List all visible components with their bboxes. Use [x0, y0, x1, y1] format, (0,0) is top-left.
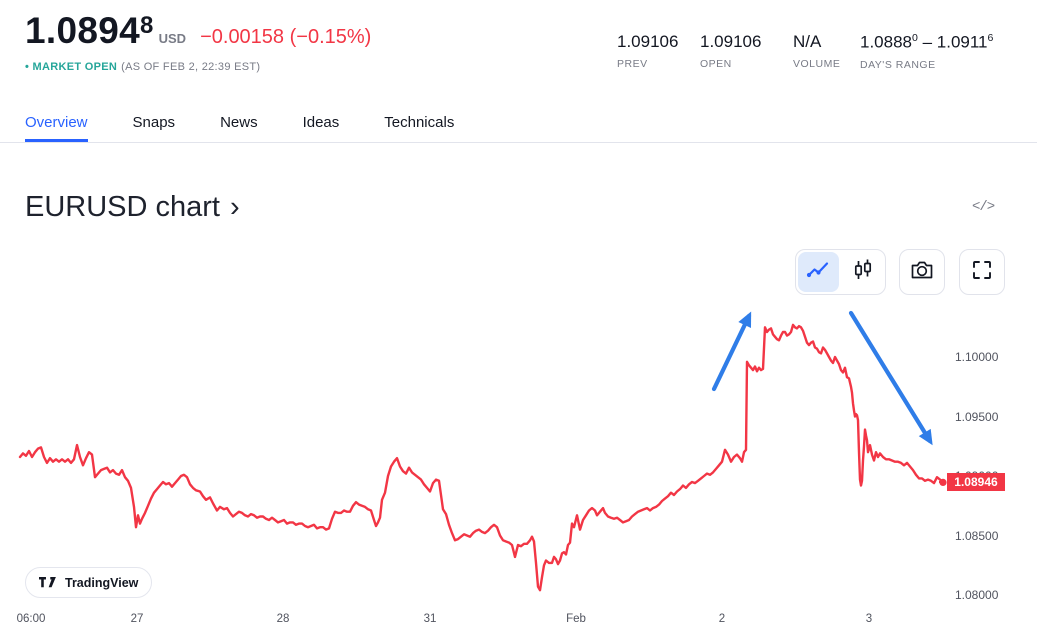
stat-prev: 1.09106 PREV [617, 32, 678, 70]
x-axis-label-27: 27 [130, 613, 144, 625]
uptrend-arrow [711, 311, 752, 392]
header-stats: 1.09106 PREV 1.09106 OPEN N/A VOLUME 1.08880 –… [0, 0, 1037, 85]
page-title: EURUSD chart [25, 191, 220, 223]
embed-code-icon[interactable]: </> [972, 199, 995, 215]
tradingview-attribution-link[interactable]: TradingView [25, 567, 153, 598]
tab-overview[interactable]: Overview [25, 105, 88, 142]
stat-volume: N/A VOLUME [793, 32, 840, 70]
x-axis-label-06-00: 06:00 [16, 613, 46, 625]
tab-bar: Overview Snaps News Ideas Technicals [0, 105, 1037, 143]
stat-label: DAY'S RANGE [860, 58, 936, 71]
y-axis-label-1-09500: 1.09500 [955, 409, 999, 424]
market-status-row: • MARKET OPEN (AS OF FEB 2, 22:39 EST) [25, 61, 260, 73]
price-change: −0.00158 (−0.15%) [200, 26, 372, 48]
y-axis-label-1-08500: 1.08500 [955, 528, 999, 543]
stat-value: N/A [793, 32, 822, 51]
current-price: 1.08948 [25, 10, 154, 51]
stat-open: 1.09106 OPEN [700, 32, 761, 70]
line-chart-button[interactable] [798, 252, 839, 292]
x-axis-label-28: 28 [276, 613, 290, 625]
stat-label: PREV [617, 58, 648, 70]
stat-day-s-range: 1.08880 – 1.09116 DAY'S RANGE [860, 32, 993, 71]
camera-icon [908, 256, 936, 289]
stat-value: 1.08880 – 1.09116 [860, 32, 994, 52]
last-price-label: 1.08946 [947, 473, 1005, 492]
x-axis-label-2: 2 [718, 613, 726, 625]
tab-technicals[interactable]: Technicals [384, 113, 455, 131]
trend-arrows [711, 310, 933, 446]
line-chart-icon [804, 256, 832, 289]
x-axis-label-feb: Feb [566, 613, 586, 625]
chart-type-switcher [795, 249, 886, 295]
as-of-label: (AS OF FEB 2, 22:39 EST) [121, 61, 261, 73]
stat-value: 1.09106 [700, 32, 762, 51]
price-superscript: 8 [139, 12, 154, 39]
stat-value: 1.09106 [617, 32, 679, 51]
tab-ideas[interactable]: Ideas [302, 113, 340, 131]
y-axis-label-1-08000: 1.08000 [955, 588, 999, 602]
tradingview-attribution-label: TradingView [65, 575, 139, 590]
y-axis-label-1-10000: 1.10000 [955, 350, 999, 364]
fullscreen-icon [968, 256, 996, 289]
stat-label: OPEN [700, 58, 732, 70]
downtrend-arrow [848, 310, 933, 446]
tradingview-logo-icon [39, 576, 58, 589]
chart-title-link[interactable]: EURUSD chart › [25, 191, 240, 224]
tab-news[interactable]: News [220, 113, 258, 131]
fullscreen-button[interactable] [959, 249, 1005, 295]
stat-label: VOLUME [793, 58, 841, 70]
last-price-tick [939, 481, 946, 484]
price-header: 1.08948 USD −0.00158 (−0.15%) [25, 10, 371, 52]
tab-snaps[interactable]: Snaps [132, 113, 176, 131]
price-line [18, 323, 945, 592]
market-open-dot: • [25, 61, 30, 73]
x-axis-label-3: 3 [865, 613, 873, 625]
market-status-label: MARKET OPEN [32, 61, 118, 73]
currency-label: USD [158, 31, 187, 46]
candlestick-chart-button[interactable] [843, 252, 884, 292]
snapshot-button[interactable] [899, 249, 945, 295]
x-axis-label-31: 31 [423, 613, 437, 625]
candlestick-chart-icon [849, 256, 877, 289]
chevron-right-icon: › [230, 191, 240, 223]
